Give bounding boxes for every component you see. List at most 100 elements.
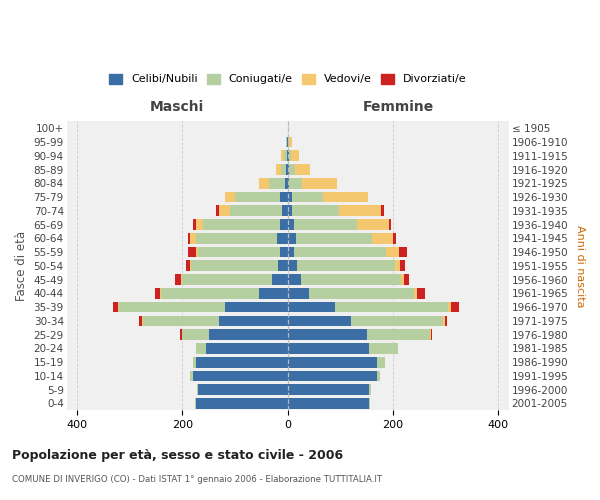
Bar: [198, 246, 280, 258]
Bar: [295, 164, 310, 175]
Bar: [287, 206, 292, 216]
Bar: [294, 219, 357, 230]
Bar: [196, 233, 277, 243]
Bar: [287, 330, 367, 340]
Bar: [377, 370, 380, 382]
Bar: [280, 246, 287, 258]
Bar: [416, 288, 425, 298]
Bar: [404, 274, 409, 285]
Y-axis label: Fasce di età: Fasce di età: [15, 231, 28, 301]
Bar: [372, 233, 393, 243]
Bar: [309, 288, 414, 298]
Bar: [393, 233, 395, 243]
Bar: [369, 384, 371, 395]
Bar: [175, 274, 181, 285]
Bar: [445, 316, 447, 326]
Bar: [323, 192, 368, 202]
Bar: [281, 150, 284, 161]
Bar: [285, 178, 287, 188]
Bar: [287, 150, 289, 161]
Y-axis label: Anni di nascita: Anni di nascita: [575, 224, 585, 307]
Bar: [259, 288, 287, 298]
Bar: [289, 178, 302, 188]
Bar: [280, 192, 287, 202]
Bar: [281, 164, 286, 175]
Bar: [139, 316, 142, 326]
Bar: [386, 246, 400, 258]
Bar: [196, 357, 287, 368]
Bar: [448, 302, 451, 312]
Bar: [142, 316, 143, 326]
Bar: [301, 274, 401, 285]
Bar: [161, 288, 259, 298]
Bar: [185, 260, 190, 271]
Bar: [292, 192, 323, 202]
Bar: [206, 343, 287, 353]
Bar: [181, 274, 182, 285]
Bar: [209, 330, 287, 340]
Text: Popolazione per età, sesso e stato civile - 2006: Popolazione per età, sesso e stato civil…: [12, 450, 343, 462]
Bar: [143, 316, 219, 326]
Bar: [287, 288, 309, 298]
Bar: [193, 370, 287, 382]
Bar: [280, 219, 287, 230]
Bar: [289, 136, 292, 147]
Bar: [431, 330, 432, 340]
Bar: [118, 302, 119, 312]
Bar: [289, 150, 292, 161]
Bar: [284, 150, 287, 161]
Bar: [160, 288, 161, 298]
Bar: [198, 384, 287, 395]
Bar: [292, 206, 339, 216]
Bar: [289, 164, 295, 175]
Bar: [335, 302, 448, 312]
Bar: [155, 288, 160, 298]
Bar: [119, 302, 224, 312]
Bar: [287, 302, 335, 312]
Bar: [287, 164, 289, 175]
Bar: [287, 233, 296, 243]
Bar: [443, 316, 445, 326]
Bar: [382, 206, 384, 216]
Bar: [230, 206, 283, 216]
Bar: [377, 357, 385, 368]
Bar: [193, 219, 196, 230]
Bar: [400, 246, 407, 258]
Bar: [369, 398, 370, 409]
Bar: [197, 384, 198, 395]
Bar: [389, 219, 391, 230]
Bar: [278, 260, 287, 271]
Bar: [395, 260, 400, 271]
Bar: [269, 178, 285, 188]
Bar: [287, 246, 294, 258]
Bar: [367, 330, 430, 340]
Text: COMUNE DI INVERIGO (CO) - Dati ISTAT 1° gennaio 2006 - Elaborazione TUTTITALIA.I: COMUNE DI INVERIGO (CO) - Dati ISTAT 1° …: [12, 475, 382, 484]
Bar: [224, 302, 287, 312]
Bar: [191, 260, 278, 271]
Bar: [287, 219, 294, 230]
Bar: [113, 302, 118, 312]
Bar: [287, 384, 369, 395]
Bar: [287, 316, 351, 326]
Bar: [400, 260, 405, 271]
Legend: Celibi/Nubili, Coniugati/e, Vedovi/e, Divorziati/e: Celibi/Nubili, Coniugati/e, Vedovi/e, Di…: [104, 69, 471, 89]
Bar: [190, 233, 196, 243]
Bar: [188, 233, 190, 243]
Bar: [194, 398, 196, 409]
Bar: [219, 316, 287, 326]
Bar: [414, 288, 416, 298]
Bar: [188, 246, 196, 258]
Bar: [286, 164, 287, 175]
Bar: [287, 370, 377, 382]
Bar: [357, 219, 389, 230]
Text: Femmine: Femmine: [362, 100, 434, 114]
Bar: [182, 330, 209, 340]
Bar: [430, 330, 431, 340]
Bar: [283, 206, 287, 216]
Bar: [297, 260, 395, 271]
Bar: [401, 274, 404, 285]
Bar: [292, 150, 299, 161]
Bar: [287, 357, 377, 368]
Bar: [287, 260, 297, 271]
Bar: [287, 398, 369, 409]
